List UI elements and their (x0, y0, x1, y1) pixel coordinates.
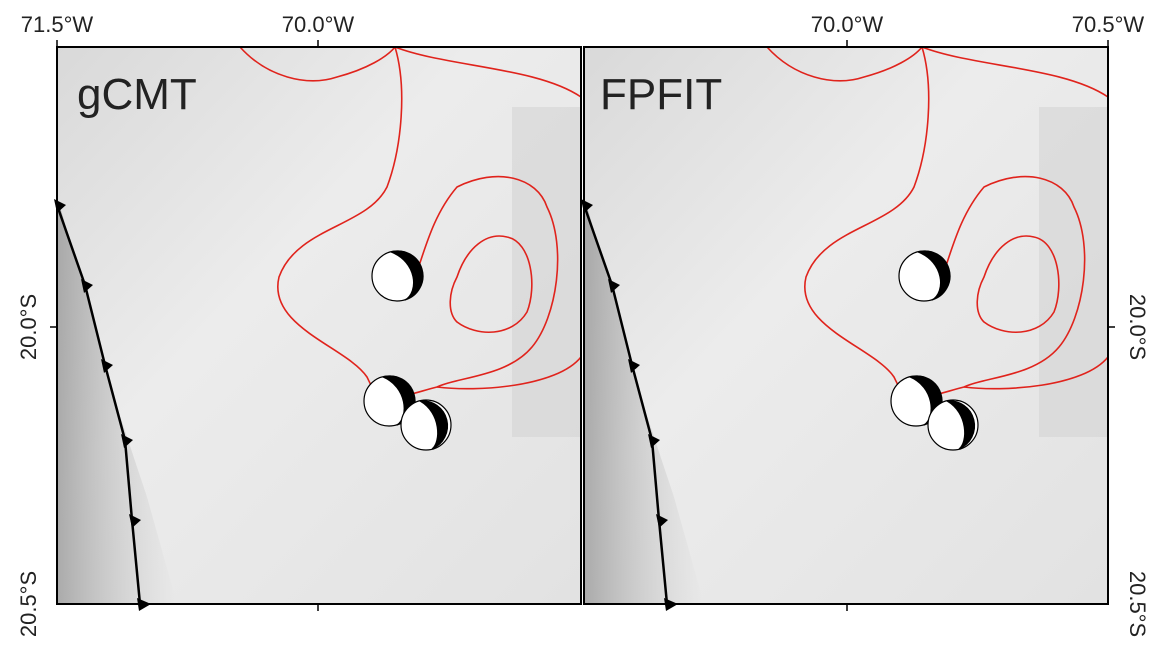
panel-label: FPFIT (600, 70, 722, 119)
side-tick-label: 20.5°S (1125, 571, 1150, 637)
top-tick-label: 70.5°W (1072, 12, 1145, 37)
map-panel: gCMT (54, 47, 581, 611)
side-tick-label: 20.5°S (16, 571, 41, 637)
map-panel: FPFIT (581, 47, 1108, 611)
figure: gCMT FPFIT 71.5°W 70.0°W 70.0°W 70.5°W 2… (0, 0, 1168, 649)
side-tick-label: 20.0°S (1125, 294, 1150, 360)
top-tick-label: 71.5°W (21, 12, 94, 37)
top-tick-label: 70.0°W (811, 12, 884, 37)
panel-label: gCMT (77, 70, 197, 119)
side-tick-label: 20.0°S (16, 294, 41, 360)
top-tick-label: 70.0°W (282, 12, 355, 37)
